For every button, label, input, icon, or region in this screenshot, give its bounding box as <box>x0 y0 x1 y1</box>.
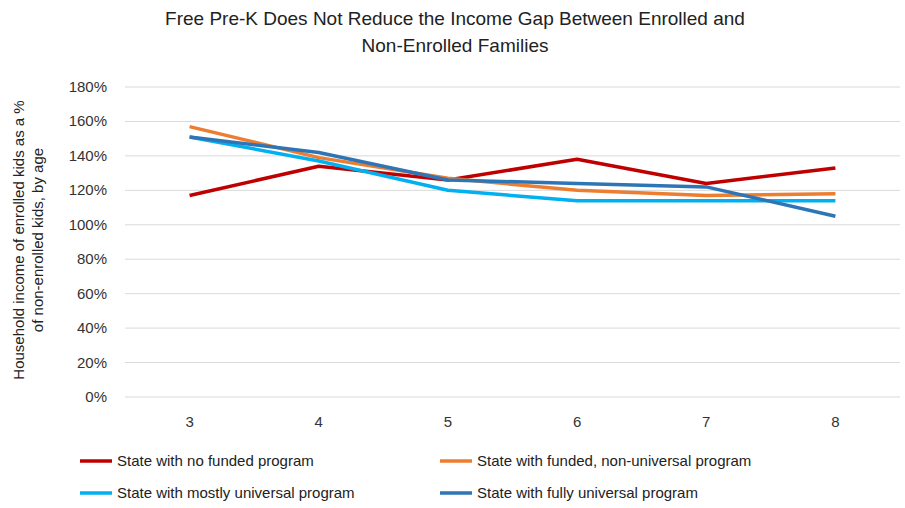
y-tick-label: 140% <box>69 147 107 164</box>
grid-line <box>125 293 900 294</box>
x-tick-label: 5 <box>444 413 452 430</box>
y-tick-label: 160% <box>69 112 107 129</box>
title: Free Pre-K Does Not Reduce the Income Ga… <box>165 8 745 56</box>
grid-line <box>125 397 900 398</box>
y-tick-label: 180% <box>69 78 107 95</box>
x-tick-label: 3 <box>185 413 193 430</box>
grid-line <box>125 155 900 156</box>
y-tick-label: 20% <box>77 354 107 371</box>
y-tick-label: 100% <box>69 216 107 233</box>
grid-line <box>125 190 900 191</box>
y-tick-label: 40% <box>77 319 107 336</box>
title-line: Non-Enrolled Families <box>362 35 549 56</box>
grid-line <box>125 224 900 225</box>
y-tick-label: 80% <box>77 250 107 267</box>
legend-label: State with fully universal program <box>477 484 698 501</box>
legend-swatch <box>440 459 472 463</box>
legend-label: State with mostly universal program <box>117 484 355 501</box>
series-line <box>190 137 836 201</box>
legend-swatch <box>440 491 472 495</box>
x-tick-label: 4 <box>315 413 323 430</box>
legend-swatch <box>80 491 112 495</box>
y-label-line: Household income of enrolled kids as a % <box>10 100 27 379</box>
y-axis-label: Household income of enrolled kids as a %… <box>10 100 46 379</box>
x-tick-label: 7 <box>702 413 710 430</box>
y-tick-label: 0% <box>85 388 107 405</box>
grid-line <box>125 259 900 260</box>
x-tick-label: 6 <box>573 413 581 430</box>
grid-line <box>125 87 900 88</box>
series-line <box>190 137 836 216</box>
x-tick-label: 8 <box>831 413 839 430</box>
legend-swatch <box>80 459 112 463</box>
series-line <box>190 159 836 195</box>
y-tick-label: 120% <box>69 181 107 198</box>
plot-lines <box>190 127 836 217</box>
series-line <box>190 127 836 196</box>
y-tick-label: 60% <box>77 285 107 302</box>
chart: Free Pre-K Does Not Reduce the Income Ga… <box>0 0 905 508</box>
legend-label: State with no funded program <box>117 452 314 469</box>
legend-label: State with funded, non-universal program <box>477 452 751 469</box>
grid-line <box>125 328 900 329</box>
y-label-line: of non-enrolled kids, by age <box>29 148 46 332</box>
grid-line <box>125 121 900 122</box>
title-line: Free Pre-K Does Not Reduce the Income Ga… <box>165 8 745 29</box>
grid-line <box>125 362 900 363</box>
